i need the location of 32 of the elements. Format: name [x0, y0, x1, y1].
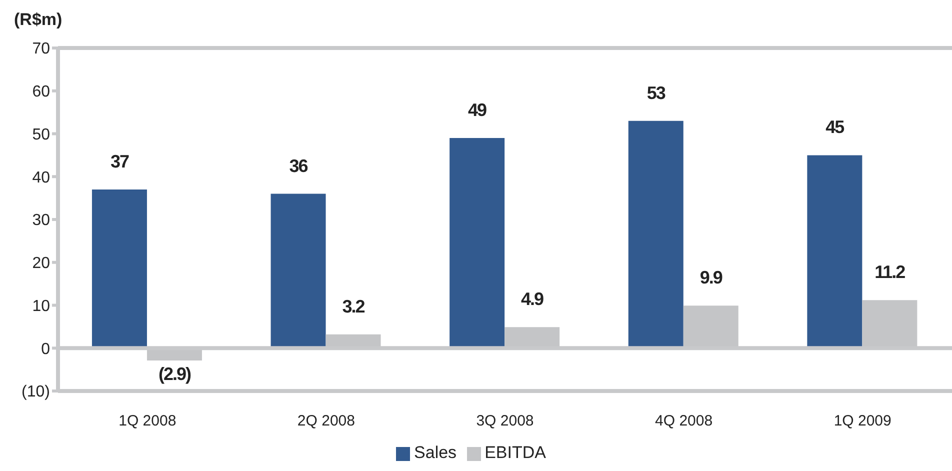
data-label: 53 — [646, 82, 666, 103]
bar — [92, 189, 147, 348]
y-tick-label: (10) — [22, 384, 50, 401]
legend-label: Sales — [414, 443, 457, 462]
y-tick-label: 20 — [32, 255, 50, 272]
data-label: (2.9) — [158, 364, 192, 384]
bar — [628, 120, 684, 348]
y-tick-label: 0 — [41, 340, 50, 358]
bar — [270, 194, 326, 348]
x-tick-label: 1Q 2009 — [834, 412, 892, 430]
x-tick-label: 3Q 2008 — [476, 412, 534, 430]
data-label: 49 — [468, 100, 488, 120]
x-tick-label: 4Q 2008 — [655, 412, 713, 430]
data-label: 9.9 — [700, 268, 723, 288]
data-label: 11.2 — [874, 262, 906, 282]
y-axis-title: (R$m) — [14, 10, 62, 30]
y-tick-label: 10 — [32, 298, 50, 315]
data-label: 36 — [289, 156, 308, 176]
y-tick-label: 50 — [32, 126, 50, 144]
x-tick-label: 2Q 2008 — [297, 412, 355, 430]
data-label: 37 — [110, 151, 130, 172]
data-label: 4.9 — [521, 289, 544, 310]
x-tick-label: 1Q 2008 — [118, 412, 176, 430]
bar — [807, 155, 862, 348]
data-label: 45 — [826, 117, 845, 138]
y-tick-label: 60 — [32, 84, 50, 101]
bar — [450, 138, 505, 348]
y-tick-label: 40 — [32, 169, 50, 186]
y-tick-label: 70 — [32, 40, 50, 58]
data-label: 3.2 — [342, 296, 366, 316]
legend-label: EBITDA — [484, 443, 546, 462]
y-tick-label: 30 — [32, 212, 50, 230]
